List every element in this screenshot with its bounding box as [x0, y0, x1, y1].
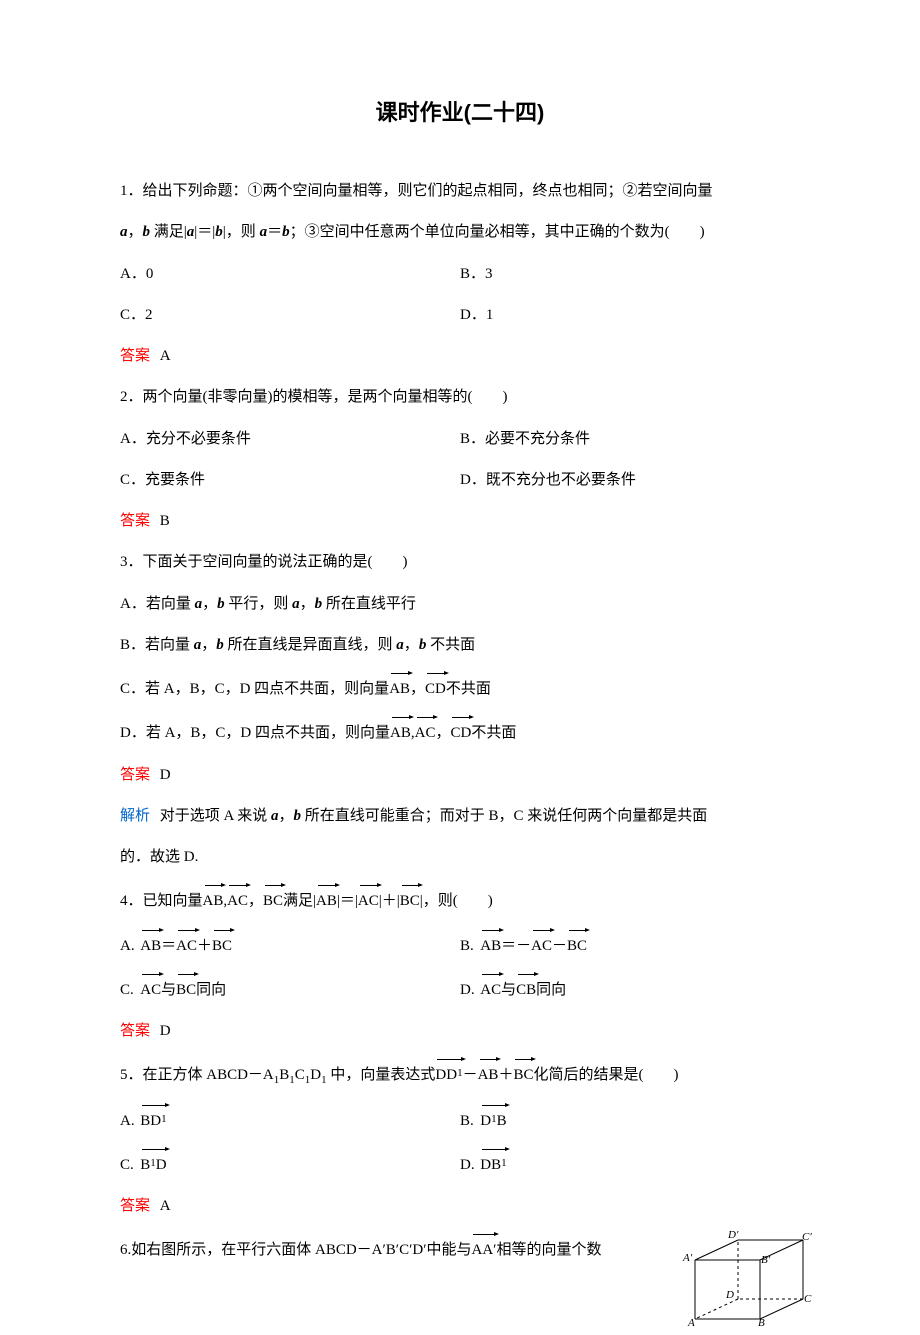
q1-choice-c: C．2 — [120, 301, 460, 330]
q1-row1: A．0 B．3 — [120, 260, 800, 289]
q3-explain-line1: 解析对于选项 A 来说 a，b 所在直线可能重合；而对于 B，C 来说任何两个向… — [120, 802, 800, 831]
q2-choice-b: B．必要不充分条件 — [460, 425, 800, 454]
vector-ab: AB — [389, 672, 410, 704]
q3-choice-a: A．若向量 a，b 平行，则 a，b 所在直线平行 — [120, 590, 800, 619]
vector-ac: AC — [415, 716, 436, 748]
q4-row1: A.AB＝AC＋BC B.AB＝－AC－BC — [120, 929, 800, 961]
vector-ab: AB — [478, 1058, 499, 1090]
q4-stem: 4．已知向量AB,AC，BC满足|AB|＝|AC|＋|BC|，则( ) — [120, 884, 800, 916]
vector-aaprime: AA′ — [471, 1233, 496, 1265]
q4-row2: C.AC与BC同向 D.AC与CB同向 — [120, 973, 800, 1005]
vector-cd: CD — [425, 672, 446, 704]
q3-choice-d: D．若 A，B，C，D 四点不共面，则向量AB,AC，CD不共面 — [120, 716, 800, 748]
q3-stem: 3．下面关于空间向量的说法正确的是( ) — [120, 548, 800, 577]
vector-ab: AB — [390, 716, 411, 748]
vector-ac: AC — [358, 884, 379, 916]
q3-answer: 答案D — [120, 761, 800, 790]
q1-choice-d: D．1 — [460, 301, 800, 330]
q5-row1: A.BD1 B.D1B — [120, 1104, 800, 1136]
q5-stem: 5．在正方体 ABCD－A1B1C1D1 中，向量表达式DD1－AB＋BC化简后… — [120, 1058, 800, 1091]
q2-row1: A．充分不必要条件 B．必要不充分条件 — [120, 425, 800, 454]
q5-choice-a: A.BD1 — [120, 1104, 460, 1136]
q5-choice-b: B.D1B — [460, 1104, 800, 1136]
q2-choice-a: A．充分不必要条件 — [120, 425, 460, 454]
page-title: 课时作业(二十四) — [120, 96, 800, 129]
parallelepiped-figure: A B C D A′ B′ C′ D′ — [685, 1227, 815, 1327]
q1-answer: 答案A — [120, 342, 800, 371]
q5-choice-d: D.DB1 — [460, 1148, 800, 1180]
vector-bc: BC — [400, 884, 420, 916]
q1-choice-b: B．3 — [460, 260, 800, 289]
vector-ac: AC — [227, 884, 248, 916]
q4-choice-c: C.AC与BC同向 — [120, 973, 460, 1005]
q5-row2: C.B1D D.DB1 — [120, 1148, 800, 1180]
vector-cd: CD — [450, 716, 471, 748]
q4-choice-d: D.AC与CB同向 — [460, 973, 800, 1005]
vector-ab: AB — [316, 884, 337, 916]
q1-choice-a: A．0 — [120, 260, 460, 289]
q3-explain-line2: 的．故选 D. — [120, 843, 800, 872]
q2-choice-c: C．充要条件 — [120, 466, 460, 495]
q1-row2: C．2 D．1 — [120, 301, 800, 330]
q1-stem-line2: a，b 满足|a|＝|b|，则 a＝b；③空间中任意两个单位向量必相等，其中正确… — [120, 218, 800, 247]
vector-dd1: DD1 — [435, 1058, 462, 1090]
vector-ab: AB — [203, 884, 224, 916]
q1-stem-line1: 1．给出下列命题：①两个空间向量相等，则它们的起点相同，终点也相同；②若空间向量 — [120, 177, 800, 206]
q2-answer: 答案B — [120, 507, 800, 536]
q3-choice-b: B．若向量 a，b 所在直线是异面直线，则 a，b 不共面 — [120, 631, 800, 660]
q4-choice-b: B.AB＝－AC－BC — [460, 929, 800, 961]
q5-answer: 答案A — [120, 1192, 800, 1221]
q4-choice-a: A.AB＝AC＋BC — [120, 929, 460, 961]
q2-choice-d: D．既不充分也不必要条件 — [460, 466, 800, 495]
vector-bc: BC — [513, 1058, 533, 1090]
vector-bc: BC — [263, 884, 283, 916]
q3-choice-c: C．若 A，B，C，D 四点不共面，则向量AB，CD不共面 — [120, 672, 800, 704]
q2-stem: 2．两个向量(非零向量)的模相等，是两个向量相等的( ) — [120, 383, 800, 412]
q5-choice-c: C.B1D — [120, 1148, 460, 1180]
q4-answer: 答案D — [120, 1017, 800, 1046]
q6-wrap: 6.如右图所示，在平行六面体 ABCD－A′B′C′D′中能与AA′相等的向量个… — [120, 1233, 800, 1265]
q2-row2: C．充要条件 D．既不充分也不必要条件 — [120, 466, 800, 495]
